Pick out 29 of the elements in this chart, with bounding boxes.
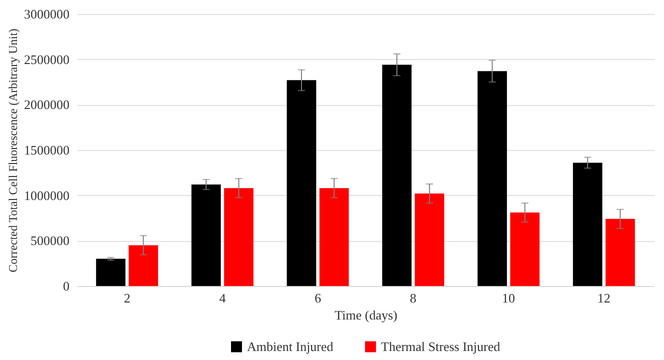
y-tick-label: 0 xyxy=(63,278,70,294)
legend-label: Ambient Injured xyxy=(247,338,334,354)
y-tick-label: 1000000 xyxy=(24,188,70,203)
bar xyxy=(606,218,635,286)
bar xyxy=(96,258,126,286)
bar xyxy=(382,64,412,286)
bar xyxy=(224,188,254,286)
bar xyxy=(414,194,444,286)
y-tick-label: 3000000 xyxy=(24,6,70,22)
x-tick-label: 10 xyxy=(502,290,516,306)
legend-label: Thermal Stress Injured xyxy=(381,338,501,354)
bar xyxy=(191,184,221,286)
bar xyxy=(128,245,158,286)
bar xyxy=(319,188,349,286)
x-tick-label: 12 xyxy=(597,290,610,306)
bar xyxy=(572,162,602,286)
bar xyxy=(510,212,540,286)
x-tick-label: 2 xyxy=(124,290,130,306)
y-tick-label: 500000 xyxy=(30,233,70,248)
y-tick-label: 2000000 xyxy=(24,97,70,112)
x-tick-label: 6 xyxy=(314,290,322,306)
x-tick-label: 8 xyxy=(410,290,416,306)
y-tick-label: 2500000 xyxy=(24,52,70,67)
bar xyxy=(478,71,507,286)
x-tick-label: 4 xyxy=(219,290,226,306)
y-tick-label: 1500000 xyxy=(24,142,70,158)
bar xyxy=(286,80,316,286)
x-axis-title: Time (days) xyxy=(334,308,398,322)
y-axis-title: Corrected Total Cell Fluorescence (Arbitrary Unit) xyxy=(6,28,20,272)
